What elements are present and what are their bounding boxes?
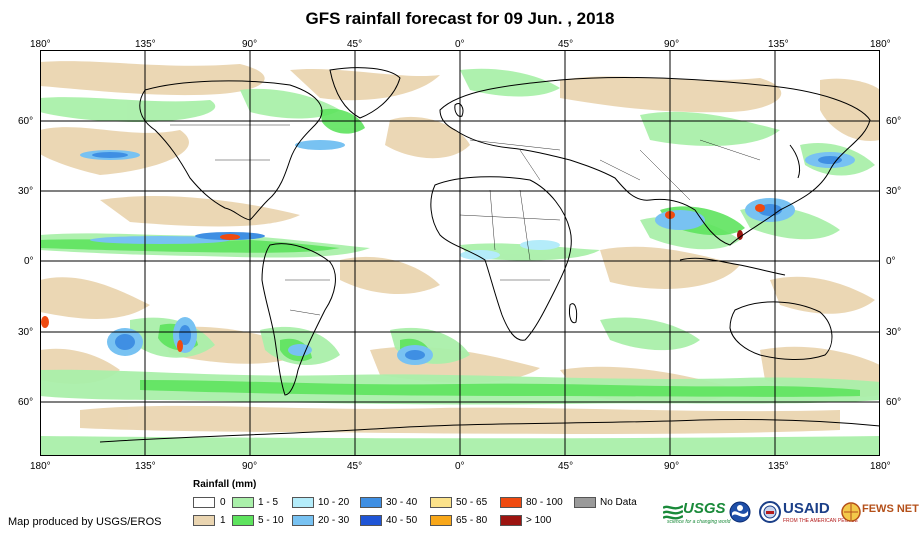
legend-label-4: 10 - 20 — [318, 497, 350, 508]
usgs-tagline: science for a changing world — [667, 519, 731, 525]
rainfall-map — [40, 50, 880, 456]
legend-swatch-2 — [232, 497, 254, 508]
legend-swatch-3 — [232, 515, 254, 526]
lon-label-top-6: 45° — [558, 39, 574, 50]
legend-label-2: 1 - 5 — [258, 497, 279, 508]
legend-swatch-11 — [500, 515, 522, 526]
map-frame — [40, 50, 880, 456]
lat-label-left-60n: 60° — [18, 116, 34, 127]
lat-label-left-60s: 60° — [18, 397, 34, 408]
lon-label-top-5: 0° — [455, 39, 465, 50]
legend-swatch-10 — [500, 497, 522, 508]
antarctica-outline — [99, 418, 880, 443]
usgs-logo: USGS science for a changing world — [663, 500, 731, 526]
legend-label-0: 0 — [220, 497, 226, 508]
lon-label-top-2: 135° — [135, 39, 156, 50]
lon-label-bottom-9: 180° — [870, 461, 891, 472]
legend-title: Rainfall (mm) — [193, 479, 257, 490]
madagascar-outline — [569, 303, 578, 324]
legend-label-5: 20 - 30 — [318, 515, 350, 526]
legend-swatch-12 — [574, 497, 596, 508]
fewsnet-text: FEWS NET — [862, 503, 919, 515]
lon-label-bottom-8: 135° — [768, 461, 789, 472]
country-borders — [170, 124, 761, 316]
lat-label-right-30s: 30° — [886, 327, 902, 338]
north-america-outline — [139, 80, 323, 221]
eurasia-outline — [439, 77, 871, 246]
lat-label-right-0: 0° — [886, 256, 896, 267]
legend-label-3: 5 - 10 — [258, 515, 284, 526]
lon-label-top-9: 180° — [870, 39, 891, 50]
lon-label-bottom-3: 90° — [242, 461, 258, 472]
graticule — [40, 50, 880, 456]
usgs-text: USGS — [683, 500, 726, 517]
indonesia-outline — [679, 257, 786, 276]
lon-label-bottom-6: 45° — [558, 461, 574, 472]
noaa-icon — [729, 501, 751, 523]
legend-swatch-8 — [430, 497, 452, 508]
uk-outline — [454, 102, 464, 117]
legend-swatch-5 — [292, 515, 314, 526]
legend-swatch-1 — [193, 515, 215, 526]
legend-label-12: No Data — [600, 497, 637, 508]
lon-label-top-4: 45° — [347, 39, 363, 50]
lon-label-bottom-4: 45° — [347, 461, 363, 472]
lat-label-right-60s: 60° — [886, 397, 902, 408]
lon-label-top-1: 180° — [30, 39, 51, 50]
usaid-tagline: FROM THE AMERICAN PEOPLE — [783, 518, 858, 524]
legend-swatch-0 — [193, 497, 215, 508]
legend-label-11: > 100 — [526, 515, 552, 526]
legend-label-10: 80 - 100 — [526, 497, 563, 508]
lon-label-top-7: 90° — [664, 39, 680, 50]
continent-outlines — [99, 67, 880, 443]
lat-label-right-30n: 30° — [886, 186, 902, 197]
lat-label-right-60n: 60° — [886, 116, 902, 127]
south-america-outline — [261, 243, 336, 396]
lat-label-left-30s: 30° — [18, 327, 34, 338]
legend-swatch-4 — [292, 497, 314, 508]
usgs-wave-icon — [663, 504, 683, 520]
usaid-logo: USAID FROM THE AMERICAN PEOPLE — [783, 500, 858, 526]
legend-label-6: 30 - 40 — [386, 497, 418, 508]
map-credit: Map produced by USGS/EROS — [8, 516, 162, 528]
usaid-text: USAID — [783, 500, 830, 517]
map-title: GFS rainfall forecast for 09 Jun. , 2018 — [305, 9, 615, 28]
lon-label-bottom-5: 0° — [455, 461, 465, 472]
noaa-logo — [729, 501, 751, 528]
legend-swatch-6 — [360, 497, 382, 508]
legend-label-9: 65 - 80 — [456, 515, 488, 526]
usaid-seal — [759, 501, 781, 528]
lon-label-bottom-2: 135° — [135, 461, 156, 472]
japan-outline — [789, 144, 801, 179]
australia-outline — [729, 301, 833, 361]
legend-swatch-7 — [360, 515, 382, 526]
lat-label-left-0: 0° — [24, 256, 34, 267]
legend-label-8: 50 - 65 — [456, 497, 488, 508]
lon-label-bottom-7: 90° — [664, 461, 680, 472]
africa-outline — [430, 176, 572, 341]
fewsnet-logo: FEWS NET — [841, 500, 919, 526]
fewsnet-globe-icon — [841, 502, 861, 522]
lat-label-left-30n: 30° — [18, 186, 34, 197]
rainfall-80plus-areas — [41, 204, 765, 352]
legend-swatch-9 — [430, 515, 452, 526]
usaid-seal-icon — [759, 501, 781, 523]
legend-label-7: 40 - 50 — [386, 515, 418, 526]
greenland-outline — [329, 67, 401, 119]
lon-label-top-8: 135° — [768, 39, 789, 50]
lon-label-top-3: 90° — [242, 39, 258, 50]
lon-label-bottom-1: 180° — [30, 461, 51, 472]
legend-label-1: 1 — [220, 515, 226, 526]
